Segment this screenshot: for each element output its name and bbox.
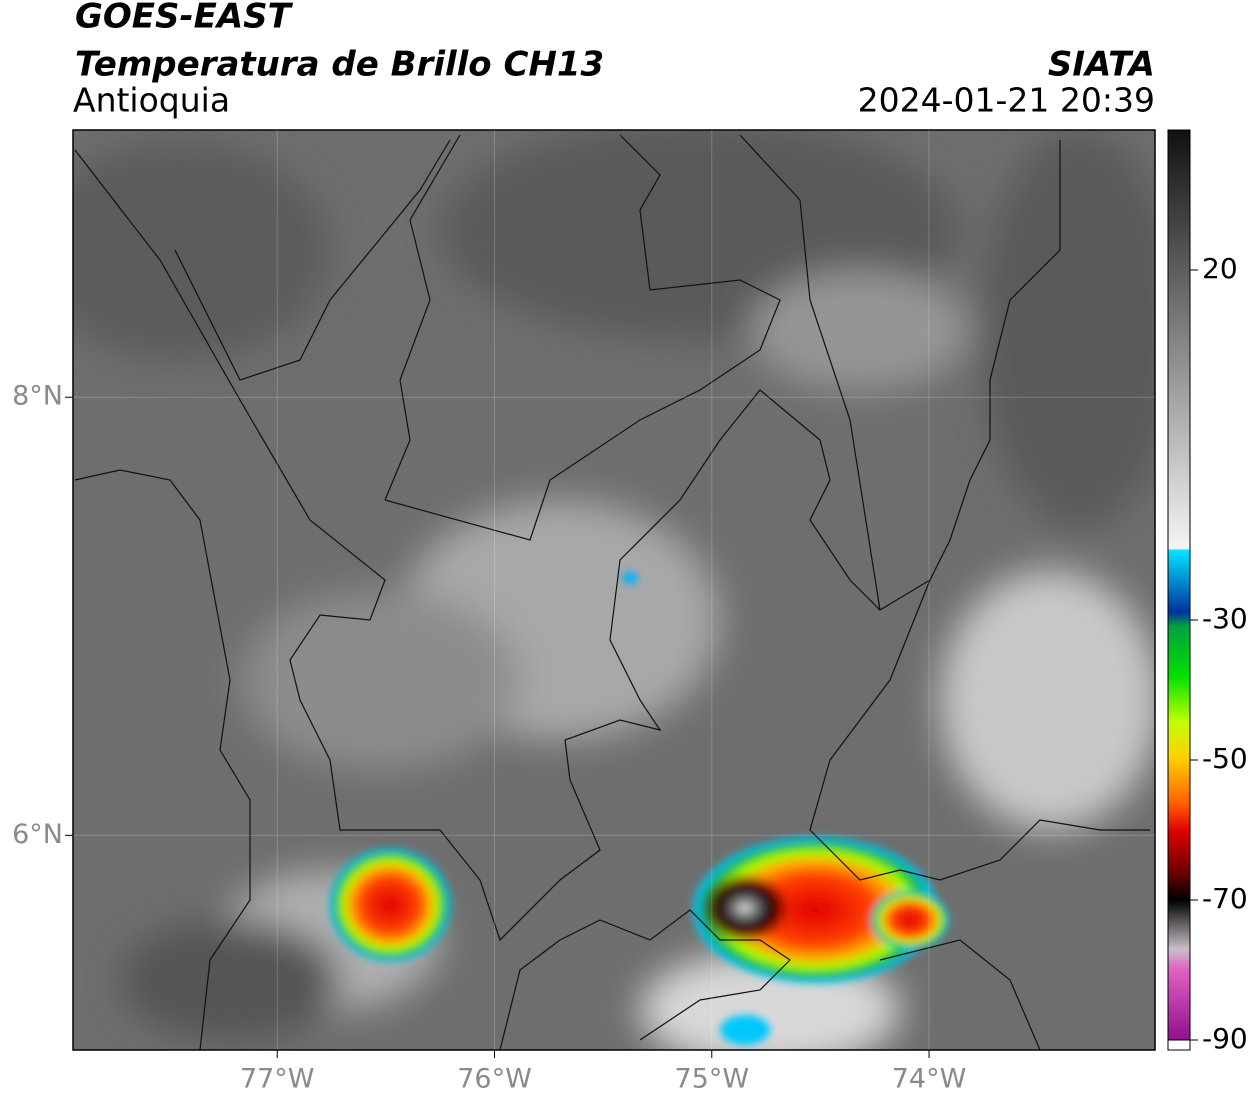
timestamp: 2024-01-21 20:39: [858, 81, 1155, 120]
y-tick-label: 6°N: [12, 819, 63, 850]
colorbar-tick-label: -50: [1202, 742, 1248, 775]
x-tick-label: 77°W: [240, 1064, 315, 1095]
map-frame: [72, 129, 1156, 1051]
x-tick-label: 75°W: [674, 1064, 749, 1095]
colorbar-tick-label: -70: [1202, 882, 1248, 915]
colorbar-tick-label: -30: [1202, 602, 1248, 635]
title: GOES-EAST: [75, 0, 294, 37]
colorbar-ticks: 20 -30 -50 -70 -90: [1190, 252, 1248, 1055]
source: SIATA: [1048, 45, 1155, 85]
x-tick-label: 74°W: [892, 1064, 967, 1095]
region: Antioquia: [73, 81, 230, 120]
colorbar: [1167, 129, 1191, 1041]
x-tick-label: 76°W: [457, 1064, 532, 1095]
y-tick-label: 8°N: [12, 381, 63, 412]
map-image: [73, 130, 1155, 1050]
subtitle: Temperatura de Brillo CH13: [75, 45, 604, 85]
colorbar-extension: [1167, 1039, 1191, 1051]
colorbar-tick-label: -90: [1202, 1022, 1248, 1055]
geo-axes: 77°W 76°W 75°W 74°W 8°N 6°N: [12, 130, 1155, 1095]
colorbar-tick-label: 20: [1202, 252, 1238, 285]
